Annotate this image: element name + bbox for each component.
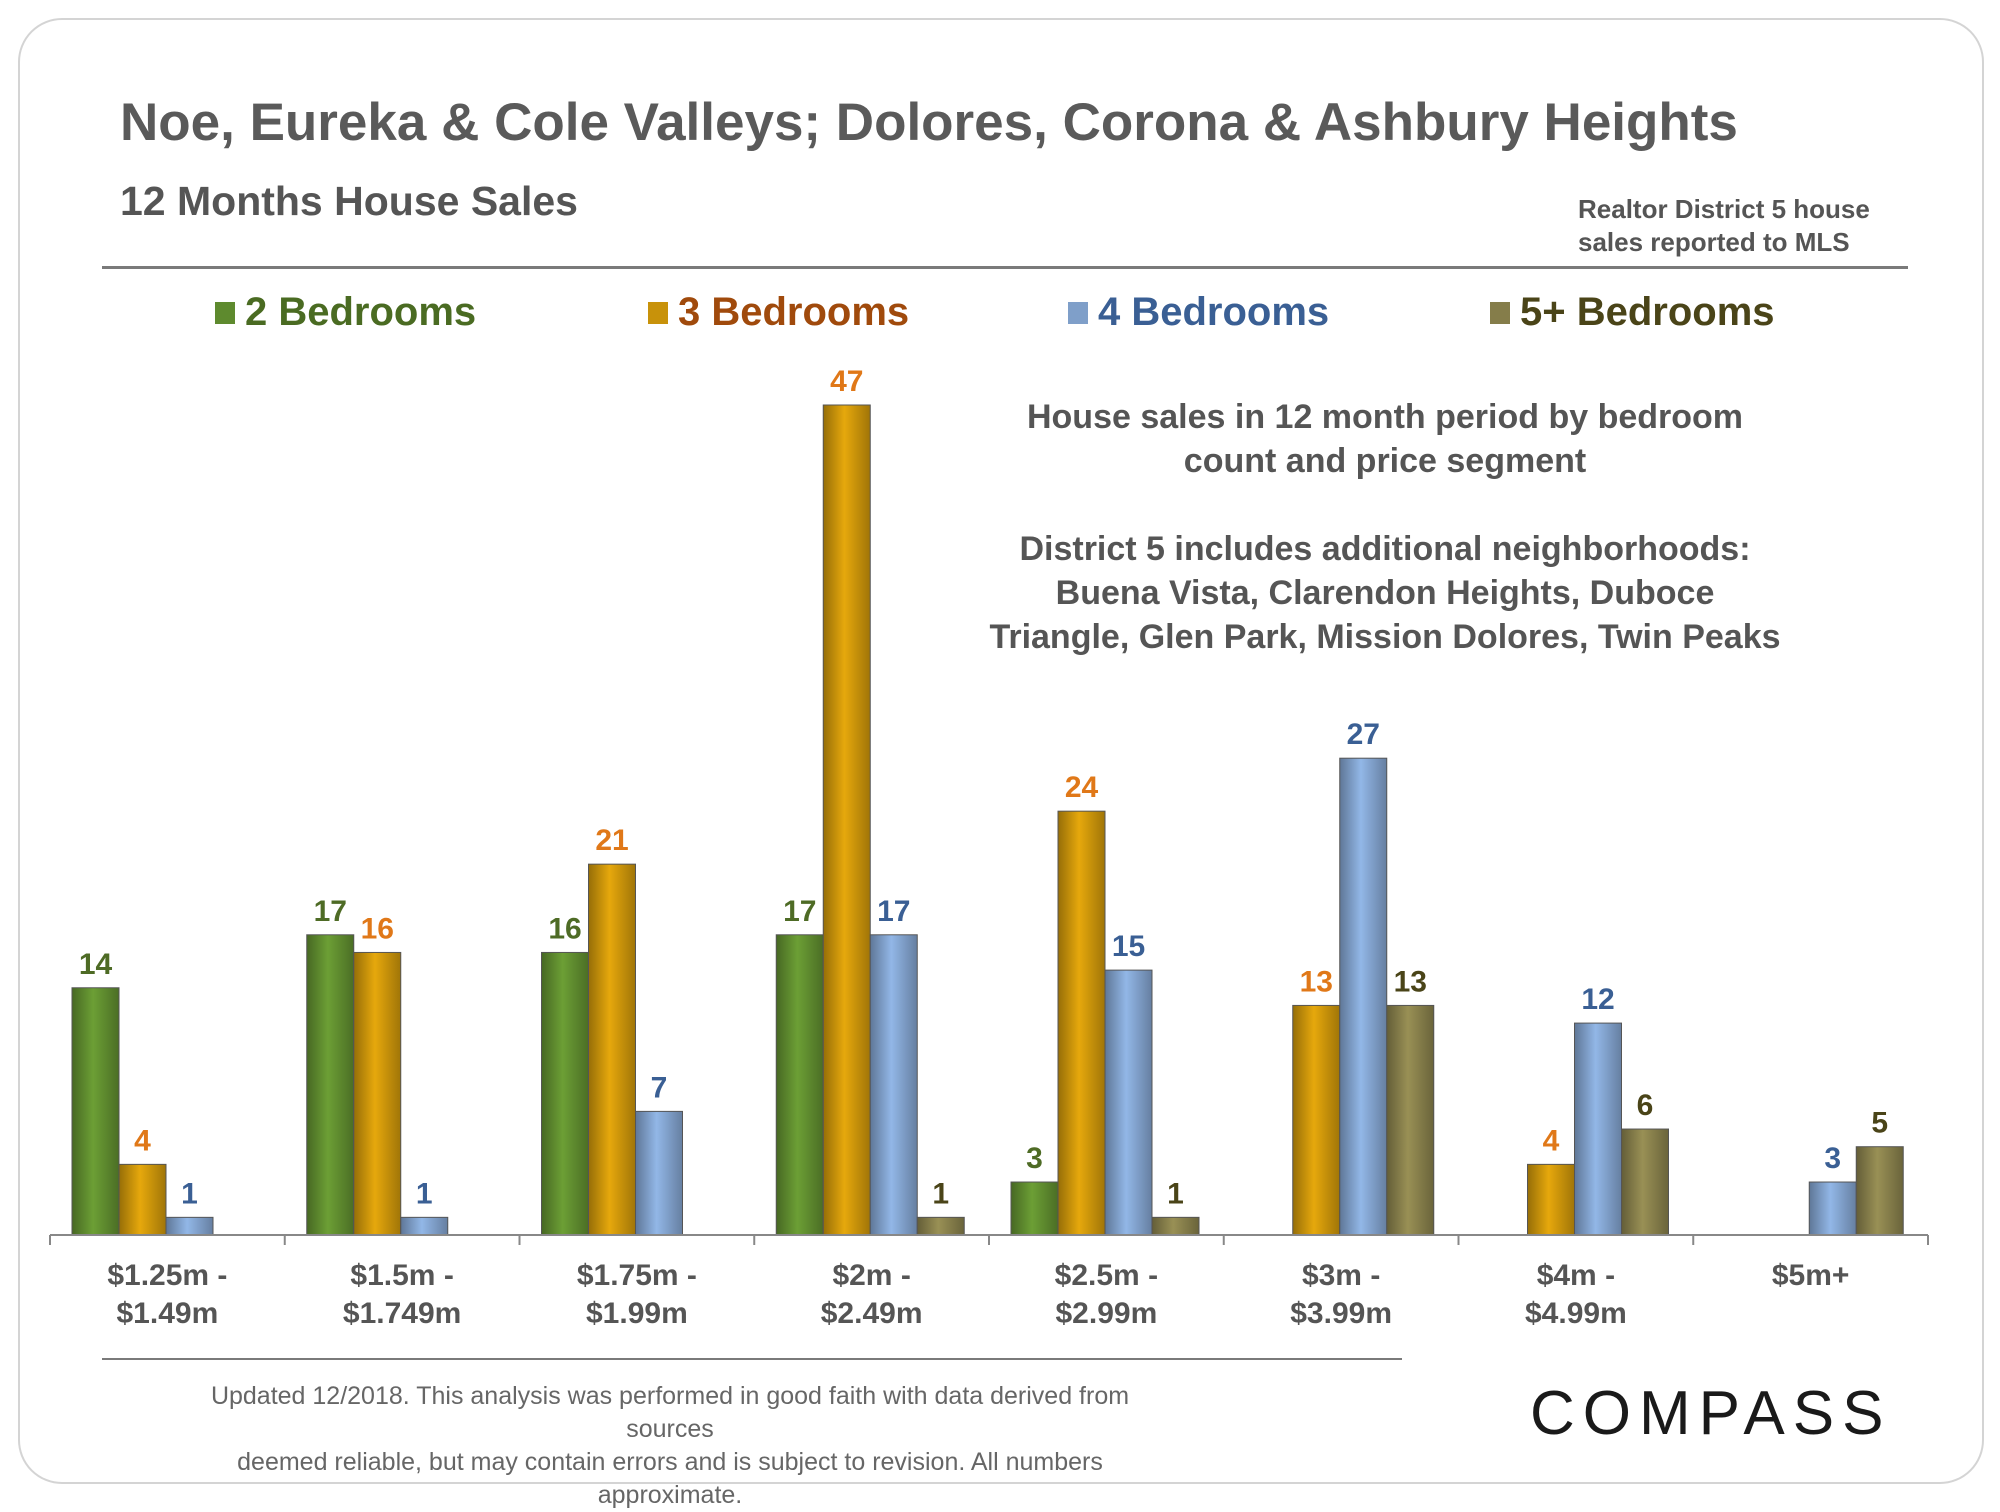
bar: [1057, 810, 1106, 1236]
data-label: 4: [1543, 1124, 1560, 1157]
annotation-line: count and price segment: [1183, 442, 1587, 480]
legend-label: 3 Bedrooms: [678, 290, 910, 334]
bar: [1151, 1216, 1200, 1236]
category-label: $4m -: [1537, 1259, 1615, 1292]
bar: [1855, 1146, 1904, 1236]
category-label: $4.99m: [1525, 1297, 1627, 1330]
category-label: $2m -: [832, 1259, 910, 1292]
data-label: 17: [314, 895, 347, 928]
data-label: 1: [932, 1177, 949, 1210]
bar: [1386, 1004, 1435, 1236]
legend-label: 5+ Bedrooms: [1520, 290, 1775, 334]
data-label: 15: [1112, 930, 1145, 963]
annotation-line: House sales in 12 month period by bedroo…: [1026, 398, 1744, 436]
data-label: 3: [1026, 1142, 1043, 1175]
bar: [1010, 1181, 1059, 1236]
bar: [588, 863, 636, 1236]
annotation-line: Buena Vista, Clarendon Heights, Duboce: [1055, 574, 1715, 612]
category-label: $2.5m -: [1055, 1259, 1158, 1292]
legend-swatch: [215, 301, 235, 324]
bar: [1527, 1163, 1575, 1236]
legend-item-5-plus-bedrooms: 5+ Bedrooms: [1490, 290, 1775, 335]
bar: [1574, 1022, 1622, 1236]
category-label: $1.75m -: [577, 1259, 697, 1292]
annotation-line: Triangle, Glen Park, Mission Dolores, Tw…: [989, 618, 1781, 656]
annotation-line: District 5 includes additional neighborh…: [1019, 530, 1751, 568]
data-label: 17: [783, 895, 816, 928]
data-label: 4: [134, 1124, 151, 1157]
data-label: 16: [361, 912, 394, 945]
slide-card: [18, 18, 1984, 1484]
footer-divider: [102, 1358, 1402, 1360]
data-label: 47: [830, 365, 863, 398]
category-label: $1.749m: [343, 1297, 461, 1330]
bar: [916, 1216, 965, 1236]
data-label: 1: [181, 1177, 198, 1210]
page-subtitle: 12 Months House Sales: [120, 178, 578, 224]
bar: [118, 1163, 167, 1236]
legend-item-2-bedrooms: 2 Bedrooms: [215, 290, 476, 335]
category-label: $5m+: [1772, 1259, 1850, 1292]
category-label: $1.99m: [586, 1297, 688, 1330]
category-label: $2.49m: [821, 1297, 923, 1330]
page-title: Noe, Eureka & Cole Valleys; Dolores, Cor…: [120, 93, 1738, 152]
bar: [775, 934, 824, 1236]
bar: [353, 951, 402, 1236]
category-label: $3.99m: [1290, 1297, 1392, 1330]
legend-label: 2 Bedrooms: [245, 290, 477, 334]
bar: [1621, 1128, 1669, 1236]
data-label: 17: [877, 895, 910, 928]
data-label: 3: [1824, 1142, 1841, 1175]
bar: [1339, 757, 1388, 1236]
chart-legend: 2 Bedrooms 3 Bedrooms 4 Bedrooms 5+ Bedr…: [0, 290, 2000, 350]
compass-logo: COMPASS: [1530, 1379, 1892, 1448]
bar: [869, 934, 918, 1236]
category-label: $1.49m: [117, 1297, 219, 1330]
data-label: 12: [1581, 983, 1614, 1016]
data-label: 13: [1394, 965, 1427, 998]
source-note-line: Realtor District 5 house: [1578, 194, 1870, 224]
bar: [165, 1216, 214, 1236]
legend-swatch: [1490, 301, 1510, 324]
data-label: 16: [548, 912, 581, 945]
bar: [306, 934, 355, 1236]
data-label: 5: [1871, 1107, 1888, 1140]
legend-item-4-bedrooms: 4 Bedrooms: [1068, 290, 1329, 335]
legend-label: 4 Bedrooms: [1098, 290, 1330, 334]
bar: [71, 987, 120, 1236]
source-note-line: sales reported to MLS: [1578, 227, 1850, 257]
bar: [822, 404, 871, 1236]
data-label: 27: [1347, 718, 1380, 751]
bar: [1292, 1004, 1341, 1236]
bar: [1808, 1181, 1857, 1236]
category-label: $2.99m: [1056, 1297, 1158, 1330]
data-label: 21: [595, 824, 628, 857]
bar: [1104, 969, 1153, 1236]
bar: [400, 1216, 449, 1236]
data-label: 14: [79, 948, 113, 981]
chart-annotation: House sales in 12 month period by bedroo…: [960, 395, 1810, 659]
data-label: 13: [1300, 965, 1333, 998]
data-label: 6: [1637, 1089, 1654, 1122]
data-label: 1: [416, 1177, 433, 1210]
data-label: 24: [1065, 771, 1099, 804]
category-label: $3m -: [1302, 1259, 1380, 1292]
bar: [541, 951, 589, 1236]
legend-item-3-bedrooms: 3 Bedrooms: [648, 290, 909, 335]
disclaimer: Updated 12/2018. This analysis was perfo…: [200, 1380, 1140, 1512]
source-note: Realtor District 5 house sales reported …: [1578, 193, 1908, 259]
legend-swatch: [1068, 301, 1088, 324]
data-label: 7: [651, 1071, 668, 1104]
category-label: $1.5m -: [350, 1259, 453, 1292]
category-label: $1.25m -: [107, 1259, 227, 1292]
bar: [635, 1110, 683, 1236]
data-label: 1: [1167, 1177, 1184, 1210]
disclaimer-line: Updated 12/2018. This analysis was perfo…: [210, 1382, 1130, 1443]
header-divider: [102, 266, 1908, 269]
disclaimer-line: deemed reliable, but may contain errors …: [237, 1448, 1103, 1509]
legend-swatch: [648, 301, 668, 324]
